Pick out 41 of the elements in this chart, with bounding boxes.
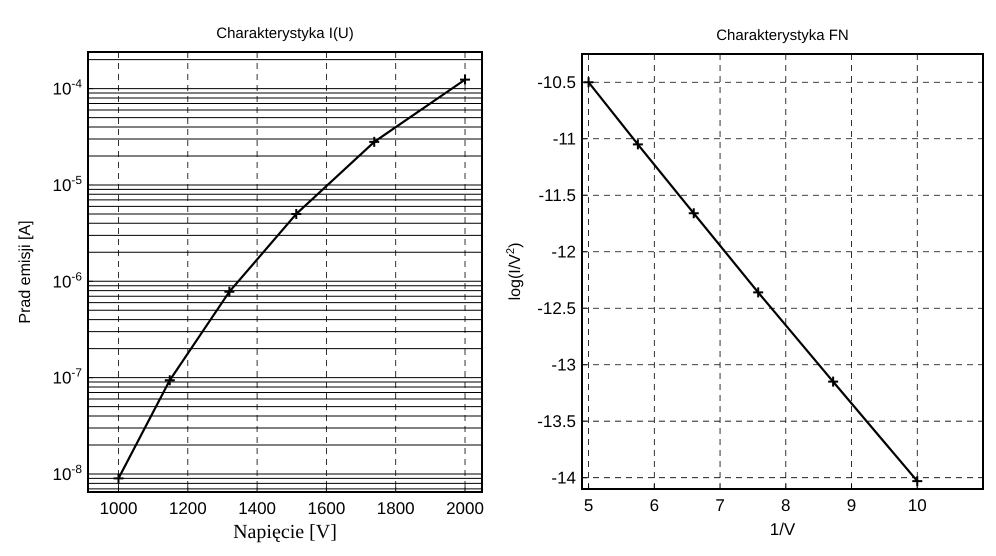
x-axis-title: 1/V	[770, 520, 796, 539]
x-tick-label: 10	[908, 496, 927, 515]
x-tick-label: 6	[650, 496, 660, 515]
x-tick-label: 1800	[376, 499, 415, 518]
x-tick-label: 1200	[168, 499, 207, 518]
point	[688, 207, 700, 220]
y-tick-label: 10$^{-5}$	[52, 172, 82, 195]
y-tick-label: 10$^{-4}$	[52, 76, 82, 99]
x-tick-label: 5	[584, 496, 594, 515]
y-axis-title: Prad emisji [A]	[17, 220, 34, 324]
point	[223, 286, 236, 298]
y-tick-label: -11.5	[538, 186, 576, 206]
point	[911, 475, 924, 488]
y-tick-label: 10$^{-6}$	[52, 269, 82, 292]
point	[827, 376, 840, 388]
x-tick-label: 1600	[307, 499, 346, 518]
x-tick-label: 9	[846, 496, 856, 515]
point	[752, 286, 764, 298]
point	[459, 74, 472, 86]
point	[582, 76, 595, 88]
x-axis-title: Napięcie [V]	[233, 521, 337, 543]
point	[368, 136, 380, 148]
point	[290, 208, 302, 220]
x-tick-label: 1400	[238, 499, 276, 518]
y-tick-label: -12	[551, 242, 576, 262]
point	[164, 374, 176, 386]
x-tick-label: 2000	[446, 499, 484, 518]
y-tick-label: -13	[551, 356, 576, 375]
x-tick-label: 8	[781, 496, 791, 515]
y-tick-label: -13.5	[537, 412, 576, 432]
y-tick-label: -12.5	[537, 299, 576, 318]
point	[632, 138, 644, 150]
chart-title: Charakterystyka I(U)	[216, 25, 354, 42]
y-tick-label: -14	[551, 468, 576, 488]
chart-title: Charakterystyka FN	[716, 27, 849, 44]
x-tick-label: 1000	[100, 499, 138, 518]
y-tick-label: -11	[552, 130, 576, 149]
y-tick-label: 10$^{-7}$	[52, 366, 82, 388]
y-tick-label: 10$^{-8}$	[52, 462, 82, 484]
x-tick-label: 7	[715, 496, 725, 515]
y-tick-label: -10.5	[537, 73, 576, 92]
